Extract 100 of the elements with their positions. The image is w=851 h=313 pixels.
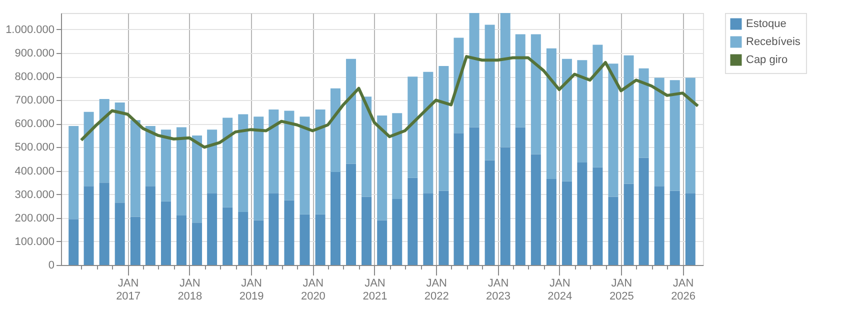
bar bbox=[546, 179, 556, 265]
bar bbox=[346, 58, 356, 164]
y-tick-label: 900.000 bbox=[14, 48, 54, 60]
x-tick-label: JAN 2021 bbox=[362, 278, 388, 302]
bar bbox=[176, 216, 186, 265]
bar bbox=[284, 200, 294, 265]
bar bbox=[377, 220, 388, 265]
bar bbox=[222, 118, 233, 208]
y-tick-label: 800.000 bbox=[14, 71, 54, 84]
bar bbox=[114, 102, 125, 203]
bar bbox=[638, 158, 649, 265]
bar bbox=[99, 98, 110, 183]
bar bbox=[315, 214, 326, 265]
bar bbox=[300, 116, 310, 214]
bar bbox=[638, 68, 649, 158]
bar bbox=[145, 186, 156, 265]
bar bbox=[562, 58, 572, 182]
bar bbox=[530, 34, 541, 154]
bar bbox=[268, 193, 279, 265]
bar bbox=[438, 66, 449, 191]
bar bbox=[377, 115, 388, 220]
y-tick-label: 200.000 bbox=[14, 212, 54, 224]
legend-label: Recebíveis bbox=[746, 36, 801, 48]
bar bbox=[484, 160, 495, 265]
bar bbox=[330, 172, 340, 265]
bar bbox=[438, 190, 449, 265]
y-tick-label: 600.000 bbox=[14, 118, 54, 130]
y-tick-label: 300.000 bbox=[14, 188, 54, 201]
bar bbox=[315, 110, 326, 214]
x-tick-label: JAN 2026 bbox=[671, 278, 696, 302]
bar bbox=[68, 126, 79, 220]
bar bbox=[130, 216, 140, 265]
bar bbox=[238, 212, 248, 265]
bar bbox=[207, 130, 218, 194]
x-tick-label: JAN 2023 bbox=[486, 278, 510, 302]
bar bbox=[685, 78, 696, 194]
bar bbox=[114, 202, 125, 265]
x-tick-label: JAN 2020 bbox=[300, 278, 326, 302]
y-tick-label: 0 bbox=[48, 260, 54, 272]
x-tick-label: JAN 2024 bbox=[548, 278, 572, 302]
bar bbox=[577, 162, 588, 265]
bar bbox=[515, 127, 526, 265]
bar bbox=[130, 120, 140, 217]
bar bbox=[222, 207, 233, 265]
bar bbox=[268, 110, 279, 194]
x-tick-label: JAN 2019 bbox=[239, 278, 264, 302]
bar bbox=[84, 186, 94, 265]
bar bbox=[577, 60, 588, 163]
legend-label: Cap giro bbox=[746, 54, 788, 66]
bar bbox=[423, 72, 434, 194]
bar bbox=[500, 147, 510, 265]
bar bbox=[192, 222, 202, 265]
bar bbox=[685, 193, 696, 265]
x-tick-label: JAN 2018 bbox=[178, 278, 202, 302]
y-tick-label: 700.000 bbox=[14, 94, 54, 107]
y-tick-label: 1.000.000 bbox=[6, 24, 54, 36]
bar bbox=[423, 193, 434, 265]
bar bbox=[608, 196, 618, 265]
bar bbox=[346, 164, 356, 265]
bar bbox=[408, 76, 418, 178]
bar bbox=[284, 110, 294, 200]
bar bbox=[469, 13, 480, 128]
bar bbox=[670, 80, 680, 191]
bar bbox=[145, 126, 156, 186]
bar bbox=[160, 130, 171, 202]
bar bbox=[654, 186, 664, 265]
x-tick-label: JAN 2025 bbox=[609, 278, 634, 302]
y-tick-label: 100.000 bbox=[14, 236, 54, 248]
bar bbox=[654, 78, 664, 186]
bar bbox=[207, 193, 218, 265]
bar bbox=[238, 114, 248, 212]
bar bbox=[68, 219, 79, 265]
bar bbox=[362, 196, 372, 265]
bar bbox=[546, 48, 556, 180]
bar bbox=[192, 135, 202, 223]
bar bbox=[362, 96, 372, 197]
bar bbox=[530, 154, 541, 265]
bar bbox=[592, 44, 603, 168]
bar bbox=[84, 112, 94, 186]
x-tick-label: JAN 2017 bbox=[116, 278, 141, 302]
bar bbox=[160, 201, 171, 265]
bar bbox=[254, 116, 264, 220]
y-tick-label: 500.000 bbox=[14, 142, 54, 154]
y-tick-label: 400.000 bbox=[14, 165, 54, 178]
bar bbox=[300, 214, 310, 265]
bar bbox=[608, 64, 618, 197]
bar bbox=[515, 34, 526, 128]
bar bbox=[176, 127, 186, 216]
bar bbox=[624, 55, 634, 184]
x-tick-label: JAN 2022 bbox=[424, 278, 449, 302]
bar bbox=[392, 113, 402, 200]
bar bbox=[392, 199, 402, 265]
bar bbox=[99, 182, 110, 265]
bar bbox=[670, 190, 680, 265]
bar bbox=[469, 127, 480, 265]
bar bbox=[454, 133, 464, 265]
bar bbox=[624, 184, 634, 265]
bar bbox=[254, 220, 264, 265]
legend-label: Estoque bbox=[746, 18, 786, 30]
bar bbox=[592, 167, 603, 265]
